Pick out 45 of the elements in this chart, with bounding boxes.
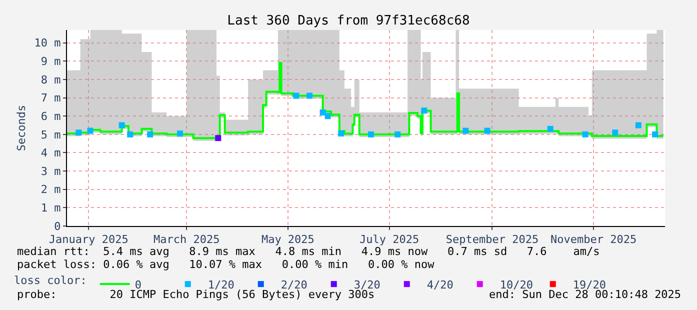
x-tick-label: March 2025 bbox=[153, 233, 220, 246]
point bbox=[484, 128, 490, 134]
point bbox=[338, 130, 344, 136]
y-tick-label: 7 m bbox=[40, 92, 62, 105]
x-tick-label: May 2025 bbox=[261, 233, 314, 246]
y-tick-label: 0 bbox=[54, 220, 61, 233]
point bbox=[635, 122, 642, 128]
point bbox=[324, 113, 331, 120]
point bbox=[147, 131, 154, 138]
legend-title: loss color: bbox=[14, 274, 87, 287]
point bbox=[582, 131, 588, 138]
point bbox=[612, 130, 618, 136]
point bbox=[394, 131, 401, 138]
point bbox=[462, 128, 469, 134]
y-tick-label: 10 m bbox=[34, 36, 62, 50]
legend-label: 4/20 bbox=[426, 278, 454, 292]
y-tick-label: 8 m bbox=[40, 73, 62, 86]
point bbox=[306, 92, 313, 99]
x-tick-label: January 2025 bbox=[48, 233, 128, 246]
y-axis-title: Seconds bbox=[14, 104, 28, 152]
y-tick-label: 3 m bbox=[40, 164, 62, 178]
point bbox=[87, 128, 94, 134]
y-tick-label: 2 m bbox=[40, 183, 62, 196]
point bbox=[421, 108, 428, 114]
y-tick-label: 1 m bbox=[40, 202, 62, 215]
text: packet loss: 0.06 % avg 10.07 % max 0.00 % min 0.00 % now bbox=[17, 258, 435, 271]
y-tick-label: 9 m bbox=[40, 54, 62, 68]
y-tick-label: 4 m bbox=[40, 146, 62, 160]
y-tick-label: 5 m bbox=[40, 128, 62, 142]
point bbox=[547, 126, 554, 132]
point bbox=[127, 131, 134, 138]
point bbox=[368, 131, 374, 138]
point bbox=[320, 109, 326, 116]
x-tick-label: July 2025 bbox=[359, 233, 420, 246]
point bbox=[118, 122, 125, 128]
chart-title: Last 360 Days from 97f31ec68c68 bbox=[227, 14, 470, 29]
point bbox=[76, 130, 82, 136]
x-tick-label: November 2025 bbox=[550, 233, 637, 246]
point bbox=[215, 135, 222, 142]
y-tick-label: 6 m bbox=[40, 110, 62, 123]
point bbox=[176, 130, 183, 136]
text: median rtt: 5.4 ms avg 8.9 ms max 4.8 ms min 4.9 ms now 0.7 ms sd 7.6 am/s bbox=[17, 245, 600, 258]
x-tick-label: September 2025 bbox=[446, 233, 539, 246]
point bbox=[652, 131, 658, 138]
point bbox=[293, 92, 300, 99]
